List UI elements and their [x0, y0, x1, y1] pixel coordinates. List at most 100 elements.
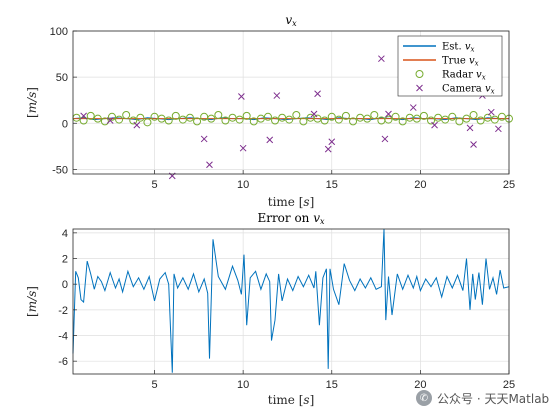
- radar-point: [398, 117, 407, 126]
- camera-point: [487, 108, 495, 116]
- velocity-xlabel: time [s]: [268, 195, 315, 209]
- velocity-title: vx: [285, 13, 297, 28]
- radar-point: [412, 114, 421, 123]
- radar-point: [256, 114, 265, 123]
- x-tick-label: 15: [326, 179, 338, 191]
- radar-point: [129, 116, 138, 125]
- y-tick-label: 50: [56, 72, 68, 84]
- x-tick-label: 25: [503, 379, 515, 391]
- x-tick-label: 10: [237, 379, 249, 391]
- radar-point: [391, 112, 400, 121]
- radar-point: [434, 113, 443, 122]
- y-tick-label: 2: [62, 254, 68, 266]
- radar-point: [178, 115, 187, 124]
- x-tick-label: 10: [237, 179, 249, 191]
- error-plot-area: [73, 229, 509, 374]
- radar-point: [107, 112, 116, 121]
- y-tick-label: -4: [58, 331, 68, 343]
- radar-point: [441, 115, 450, 124]
- camera-point: [310, 110, 318, 118]
- x-tick-label: 15: [326, 379, 338, 391]
- radar-point: [157, 114, 166, 123]
- radar-point: [349, 117, 358, 126]
- camera-point: [266, 136, 274, 144]
- radar-point: [427, 116, 436, 125]
- velocity-axes-box: [72, 30, 510, 175]
- camera-point: [238, 93, 245, 100]
- radar-point: [207, 114, 216, 123]
- radar-point: [455, 117, 464, 126]
- radar-point: [341, 111, 350, 120]
- legend-box: [397, 35, 503, 97]
- radar-point: [327, 112, 336, 121]
- error-axes-box: [72, 228, 510, 375]
- radar-point: [384, 115, 393, 124]
- error-ylabel: [m/s]: [25, 286, 39, 317]
- camera-point: [314, 90, 321, 98]
- camera-point: [381, 135, 389, 143]
- watermark-text: 公众号 · 天天Matlab: [437, 391, 550, 406]
- legend-true-label: True vx: [442, 56, 479, 68]
- error-line: [72, 228, 510, 373]
- y-tick-label: 4: [62, 228, 68, 240]
- radar-point: [448, 112, 457, 121]
- radar-point: [469, 110, 478, 119]
- y-tick-label: -6: [58, 356, 68, 368]
- y-tick-label: -2: [58, 305, 68, 317]
- radar-point: [171, 111, 180, 120]
- error-series: [72, 228, 510, 373]
- radar-point: [363, 114, 372, 123]
- radar-point: [235, 115, 244, 124]
- radar-point: [320, 116, 329, 125]
- legend-camera-swatch: [416, 84, 423, 92]
- radar-point: [93, 114, 102, 123]
- camera-point: [409, 104, 417, 111]
- error-grid: [73, 229, 510, 374]
- radar-point: [263, 112, 272, 121]
- radar-point: [249, 117, 258, 126]
- legend: Est. vx True vx Radar vx Camera vx: [397, 35, 503, 97]
- radar-point: [370, 110, 379, 119]
- camera-point: [328, 138, 336, 146]
- radar-point: [334, 115, 343, 124]
- legend-radar-swatch: [415, 70, 424, 78]
- x-tick-label: 20: [414, 179, 426, 191]
- y-tick-label: 100: [50, 26, 68, 38]
- camera-point: [431, 121, 438, 129]
- velocity-axes: 5 10 15 20 25 -50 0 50 100 vx time [s] [m/s] Est…: [25, 13, 515, 209]
- radar-point: [242, 111, 251, 120]
- radar-point: [115, 115, 124, 124]
- radar-point: [462, 114, 471, 123]
- camera-point: [239, 144, 247, 152]
- radar-point: [313, 114, 322, 123]
- radar-point: [476, 116, 485, 125]
- radar-point: [193, 117, 202, 126]
- radar-point: [86, 111, 95, 120]
- radar-point: [228, 113, 237, 122]
- camera-point: [324, 145, 332, 153]
- radar-point: [299, 117, 308, 126]
- error-ticks: 5 10 15 20 25 -6 -4 -2 0 2 4: [58, 228, 515, 391]
- radar-point: [483, 113, 492, 122]
- y-tick-label: 0: [62, 118, 68, 130]
- radar-point: [100, 117, 109, 126]
- camera-point: [133, 121, 141, 129]
- velocity-ticks: 5 10 15 20 25 -50 0 50 100: [50, 26, 515, 191]
- camera-point: [385, 110, 392, 118]
- velocity-series: [72, 55, 513, 180]
- y-tick-label: -50: [52, 164, 68, 176]
- radar-point: [185, 113, 194, 122]
- camera-point: [378, 55, 385, 63]
- radar-point: [419, 111, 428, 120]
- radar-point: [490, 115, 499, 124]
- camera-point: [80, 112, 87, 120]
- legend-est-label: Est. vx: [442, 42, 474, 54]
- watermark: ✆ 公众号 · 天天Matlab: [416, 387, 556, 409]
- velocity-ylabel: [m/s]: [25, 87, 39, 118]
- y-tick-label: 0: [62, 279, 68, 291]
- radar-point: [285, 115, 294, 124]
- legend-camera-label: Camera vx: [442, 84, 495, 96]
- legend-radar-label: Radar vx: [442, 70, 486, 82]
- radar-point: [221, 116, 230, 125]
